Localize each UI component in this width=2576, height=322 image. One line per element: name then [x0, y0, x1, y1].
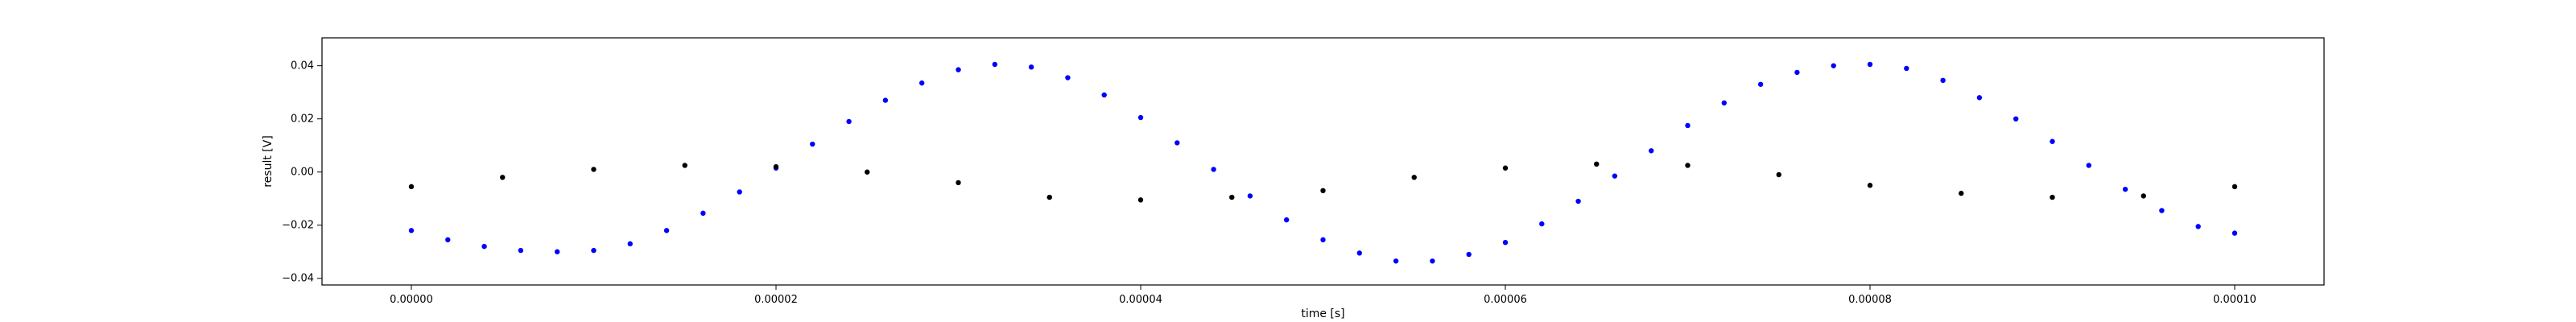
- data-point: [1959, 190, 1964, 196]
- x-tick-label: 0.00008: [1848, 294, 1892, 306]
- data-point: [445, 237, 451, 243]
- data-point: [2050, 138, 2055, 144]
- data-point: [700, 210, 706, 217]
- data-point: [2195, 224, 2201, 229]
- data-point: [1046, 194, 1052, 200]
- data-point: [1940, 77, 1946, 84]
- data-point: [500, 175, 506, 180]
- data-point: [1174, 140, 1180, 146]
- data-point: [2140, 193, 2146, 199]
- data-point: [1411, 175, 1417, 180]
- data-point: [2122, 186, 2128, 192]
- series-2: [408, 161, 2238, 203]
- data-point: [737, 189, 742, 195]
- data-point: [1065, 75, 1071, 80]
- data-point: [1776, 171, 1781, 178]
- y-axis-label: result [V]: [262, 135, 275, 188]
- data-point: [408, 184, 415, 190]
- data-point: [1393, 258, 1399, 264]
- data-point: [2159, 208, 2165, 213]
- data-point: [1283, 217, 1290, 223]
- y-tick-label: −0.02: [282, 220, 314, 232]
- data-point: [2231, 184, 2238, 190]
- data-point: [1247, 193, 1253, 199]
- data-point: [1137, 114, 1144, 121]
- data-point: [956, 67, 961, 72]
- data-point: [773, 163, 779, 170]
- data-point: [1211, 167, 1216, 172]
- data-point: [1430, 258, 1435, 264]
- data-point: [1976, 95, 1983, 101]
- data-point: [2013, 116, 2019, 122]
- data-point: [591, 247, 597, 254]
- data-point: [865, 169, 870, 175]
- y-axis: 0.04 0.02 0.00 −0.02 −0.04: [282, 60, 322, 285]
- data-point: [1137, 197, 1144, 203]
- series-1: [408, 61, 2238, 264]
- data-point: [992, 61, 997, 68]
- data-point: [1794, 69, 1800, 76]
- data-point: [1594, 161, 1600, 167]
- data-point: [919, 80, 925, 86]
- data-point: [1320, 188, 1326, 194]
- data-point: [1757, 81, 1764, 87]
- data-point: [682, 163, 687, 168]
- data-point: [1904, 65, 1909, 72]
- data-point: [956, 180, 961, 186]
- plot-frame: [321, 37, 2325, 286]
- y-tick-label: 0.00: [291, 167, 314, 179]
- data-point: [1229, 194, 1235, 200]
- data-point: [627, 241, 633, 247]
- data-point: [1867, 61, 1873, 68]
- data-point: [810, 141, 815, 147]
- data-point: [1721, 100, 1728, 106]
- data-point: [408, 228, 415, 233]
- x-axis-label: time [s]: [1301, 308, 1344, 320]
- data-point: [1867, 183, 1873, 188]
- data-point: [2086, 163, 2092, 168]
- data-point: [554, 249, 560, 254]
- data-point: [1502, 239, 1509, 246]
- data-point: [1612, 173, 1618, 179]
- data-point: [1649, 148, 1654, 154]
- plot-area: [408, 61, 2238, 264]
- data-point: [1539, 221, 1545, 227]
- x-tick-label: 0.00006: [1484, 294, 1527, 306]
- data-point: [1831, 63, 1836, 68]
- y-tick-label: 0.04: [291, 60, 314, 72]
- data-point: [1466, 251, 1472, 258]
- data-point: [663, 228, 670, 233]
- data-point: [1028, 64, 1034, 70]
- data-point: [1356, 250, 1363, 256]
- x-tick-label: 0.00004: [1119, 294, 1162, 306]
- x-tick-label: 0.00000: [390, 294, 433, 306]
- data-point: [591, 167, 597, 172]
- data-point: [1101, 92, 1107, 98]
- y-tick-label: 0.02: [291, 114, 314, 126]
- data-point: [1685, 163, 1690, 168]
- data-point: [882, 97, 889, 103]
- x-axis: 0.00000 0.00002 0.00004 0.00006 0.00008 0.000…: [390, 285, 2256, 306]
- data-point: [1575, 198, 1581, 204]
- data-point: [481, 243, 487, 250]
- data-point: [1685, 122, 1690, 129]
- x-tick-label: 0.00002: [754, 294, 798, 306]
- x-tick-label: 0.00010: [2213, 294, 2256, 306]
- data-point: [2231, 230, 2238, 236]
- data-point: [846, 118, 852, 125]
- y-tick-label: −0.04: [282, 273, 314, 285]
- data-point: [518, 247, 524, 254]
- data-point: [2050, 194, 2055, 200]
- data-point: [1502, 165, 1509, 171]
- data-point: [1320, 237, 1326, 243]
